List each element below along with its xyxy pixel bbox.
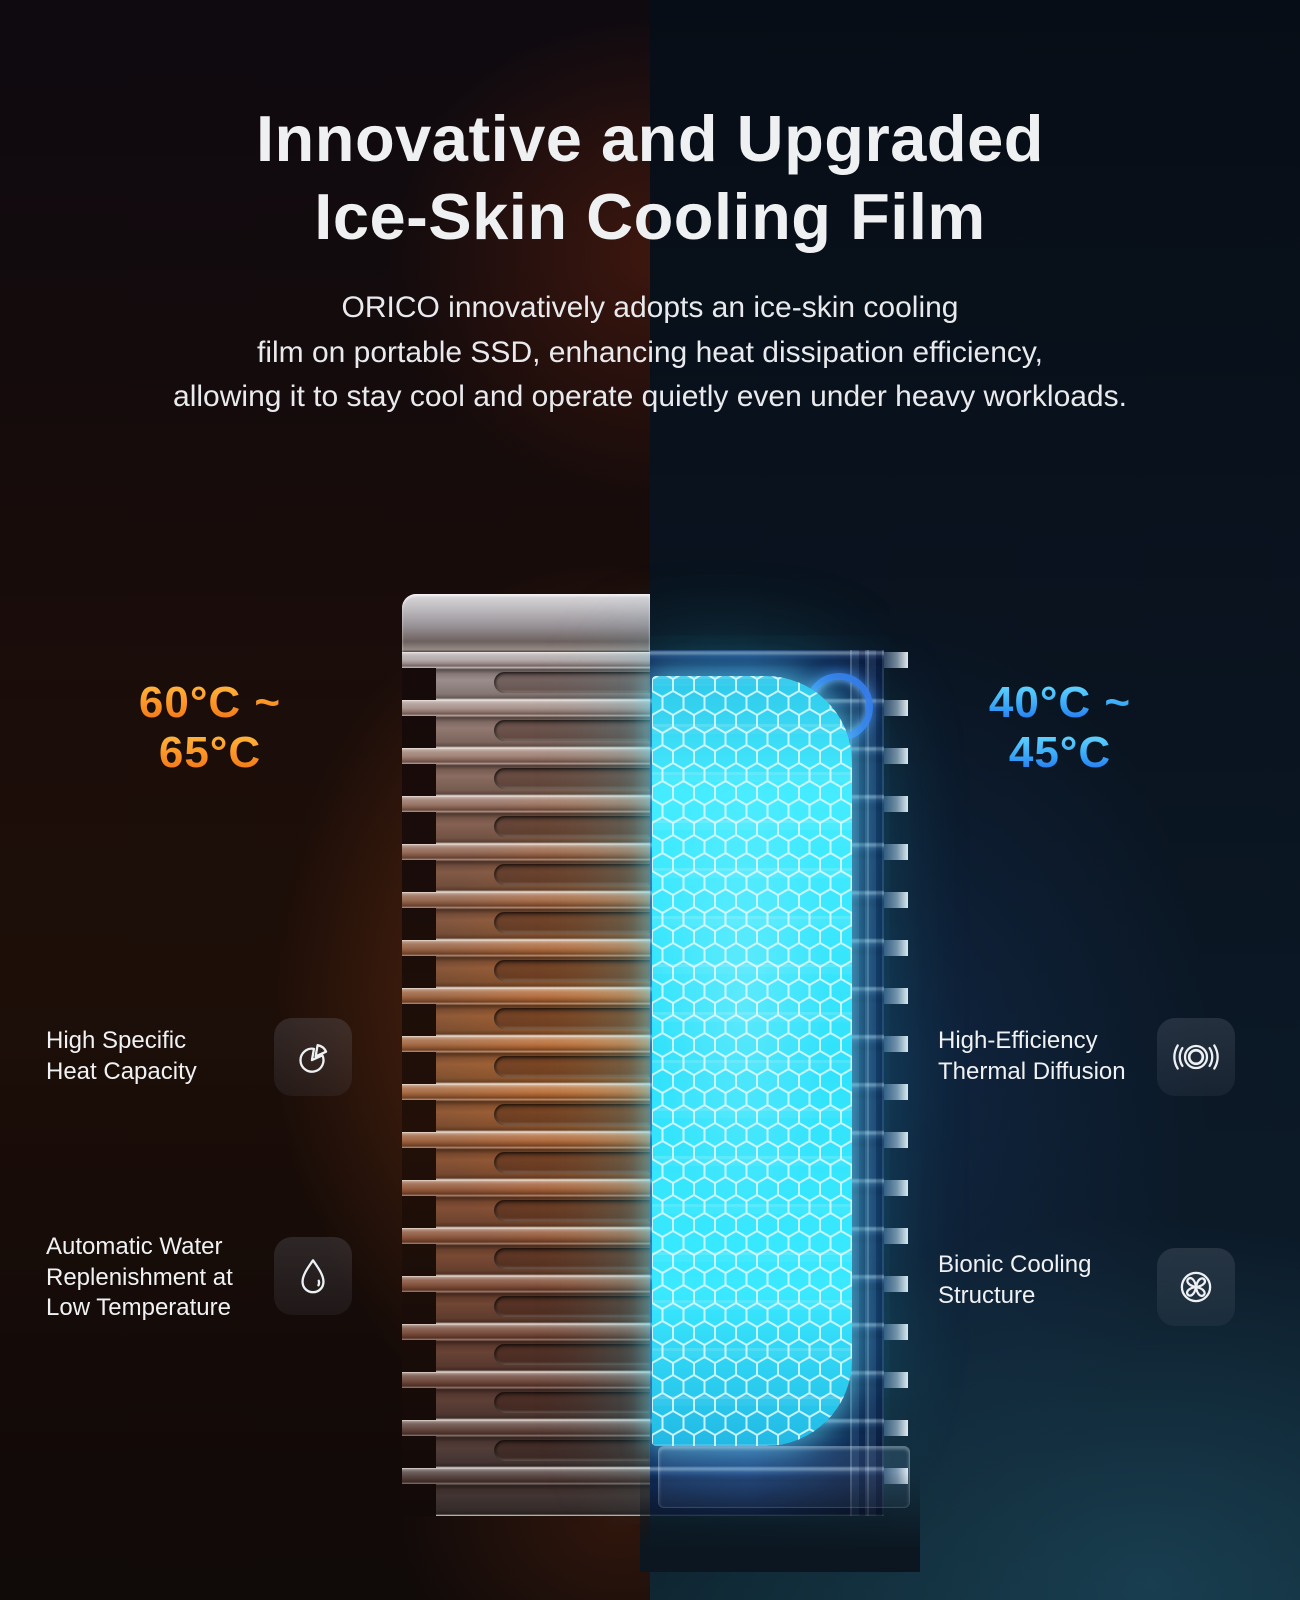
subtitle-line-3: allowing it to stay cool and operate qui… bbox=[173, 380, 1127, 413]
feature-bionic-cooling: Bionic Cooling Structure bbox=[938, 1251, 1092, 1309]
heatsink-hot-fin-gaps bbox=[402, 650, 436, 1516]
feature-thermal-diffusion: High-Efficiency Thermal Diffusion bbox=[938, 1027, 1126, 1085]
heatsink-groove bbox=[494, 1152, 650, 1173]
heatsink-groove bbox=[494, 1248, 650, 1269]
product-bottom-fade bbox=[640, 1472, 920, 1572]
title-line-2: Ice-Skin Cooling Film bbox=[314, 180, 986, 253]
honeycomb-pattern bbox=[652, 676, 852, 1446]
heatsink-groove bbox=[494, 1344, 650, 1365]
heatsink-hot-top-plate bbox=[402, 594, 650, 652]
temperature-label-cold: 40°C ~ 45°C bbox=[988, 678, 1132, 777]
heatsink-groove bbox=[494, 1056, 650, 1077]
heatsink-groove bbox=[494, 816, 650, 837]
page-subtitle: ORICO innovatively adopts an ice-skin co… bbox=[0, 286, 1300, 420]
water-drop-icon bbox=[274, 1237, 352, 1315]
heatsink-groove bbox=[494, 1008, 650, 1029]
heatsink-groove bbox=[494, 1392, 650, 1413]
heatsink-groove bbox=[494, 864, 650, 885]
thermal-diffusion-icon bbox=[1157, 1018, 1235, 1096]
heatsink-groove bbox=[494, 912, 650, 933]
ice-skin-fins bbox=[884, 650, 908, 1516]
heatsink-groove bbox=[494, 1104, 650, 1125]
ice-skin-glass-column bbox=[850, 650, 884, 1516]
heatsink-groove bbox=[494, 672, 650, 693]
subtitle-line-1: ORICO innovatively adopts an ice-skin co… bbox=[341, 291, 959, 324]
feature-high-specific-heat: High Specific Heat Capacity bbox=[46, 1027, 197, 1085]
heatsink-groove bbox=[494, 960, 650, 981]
fan-icon bbox=[1157, 1248, 1235, 1326]
heatsink-grooves bbox=[494, 650, 650, 1516]
title-line-1: Innovative and Upgraded bbox=[255, 102, 1044, 175]
page-title: Innovative and Upgraded Ice-Skin Cooling… bbox=[0, 100, 1300, 256]
heatsink-hot-half bbox=[402, 650, 650, 1516]
honeycomb-core bbox=[652, 676, 852, 1446]
temperature-label-hot: 60°C ~ 65°C bbox=[138, 678, 282, 777]
heatsink-groove bbox=[494, 1200, 650, 1221]
heatsink-groove bbox=[494, 720, 650, 741]
pie-chart-icon bbox=[274, 1018, 352, 1096]
heatsink-groove bbox=[494, 1296, 650, 1317]
heatsink-groove bbox=[494, 1440, 650, 1461]
core-glow-overlay bbox=[652, 676, 852, 1446]
heatsink-groove bbox=[494, 768, 650, 789]
feature-auto-water-replenishment: Automatic Water Replenishment at Low Tem… bbox=[46, 1233, 233, 1321]
subtitle-line-2: film on portable SSD, enhancing heat dis… bbox=[256, 335, 1044, 369]
